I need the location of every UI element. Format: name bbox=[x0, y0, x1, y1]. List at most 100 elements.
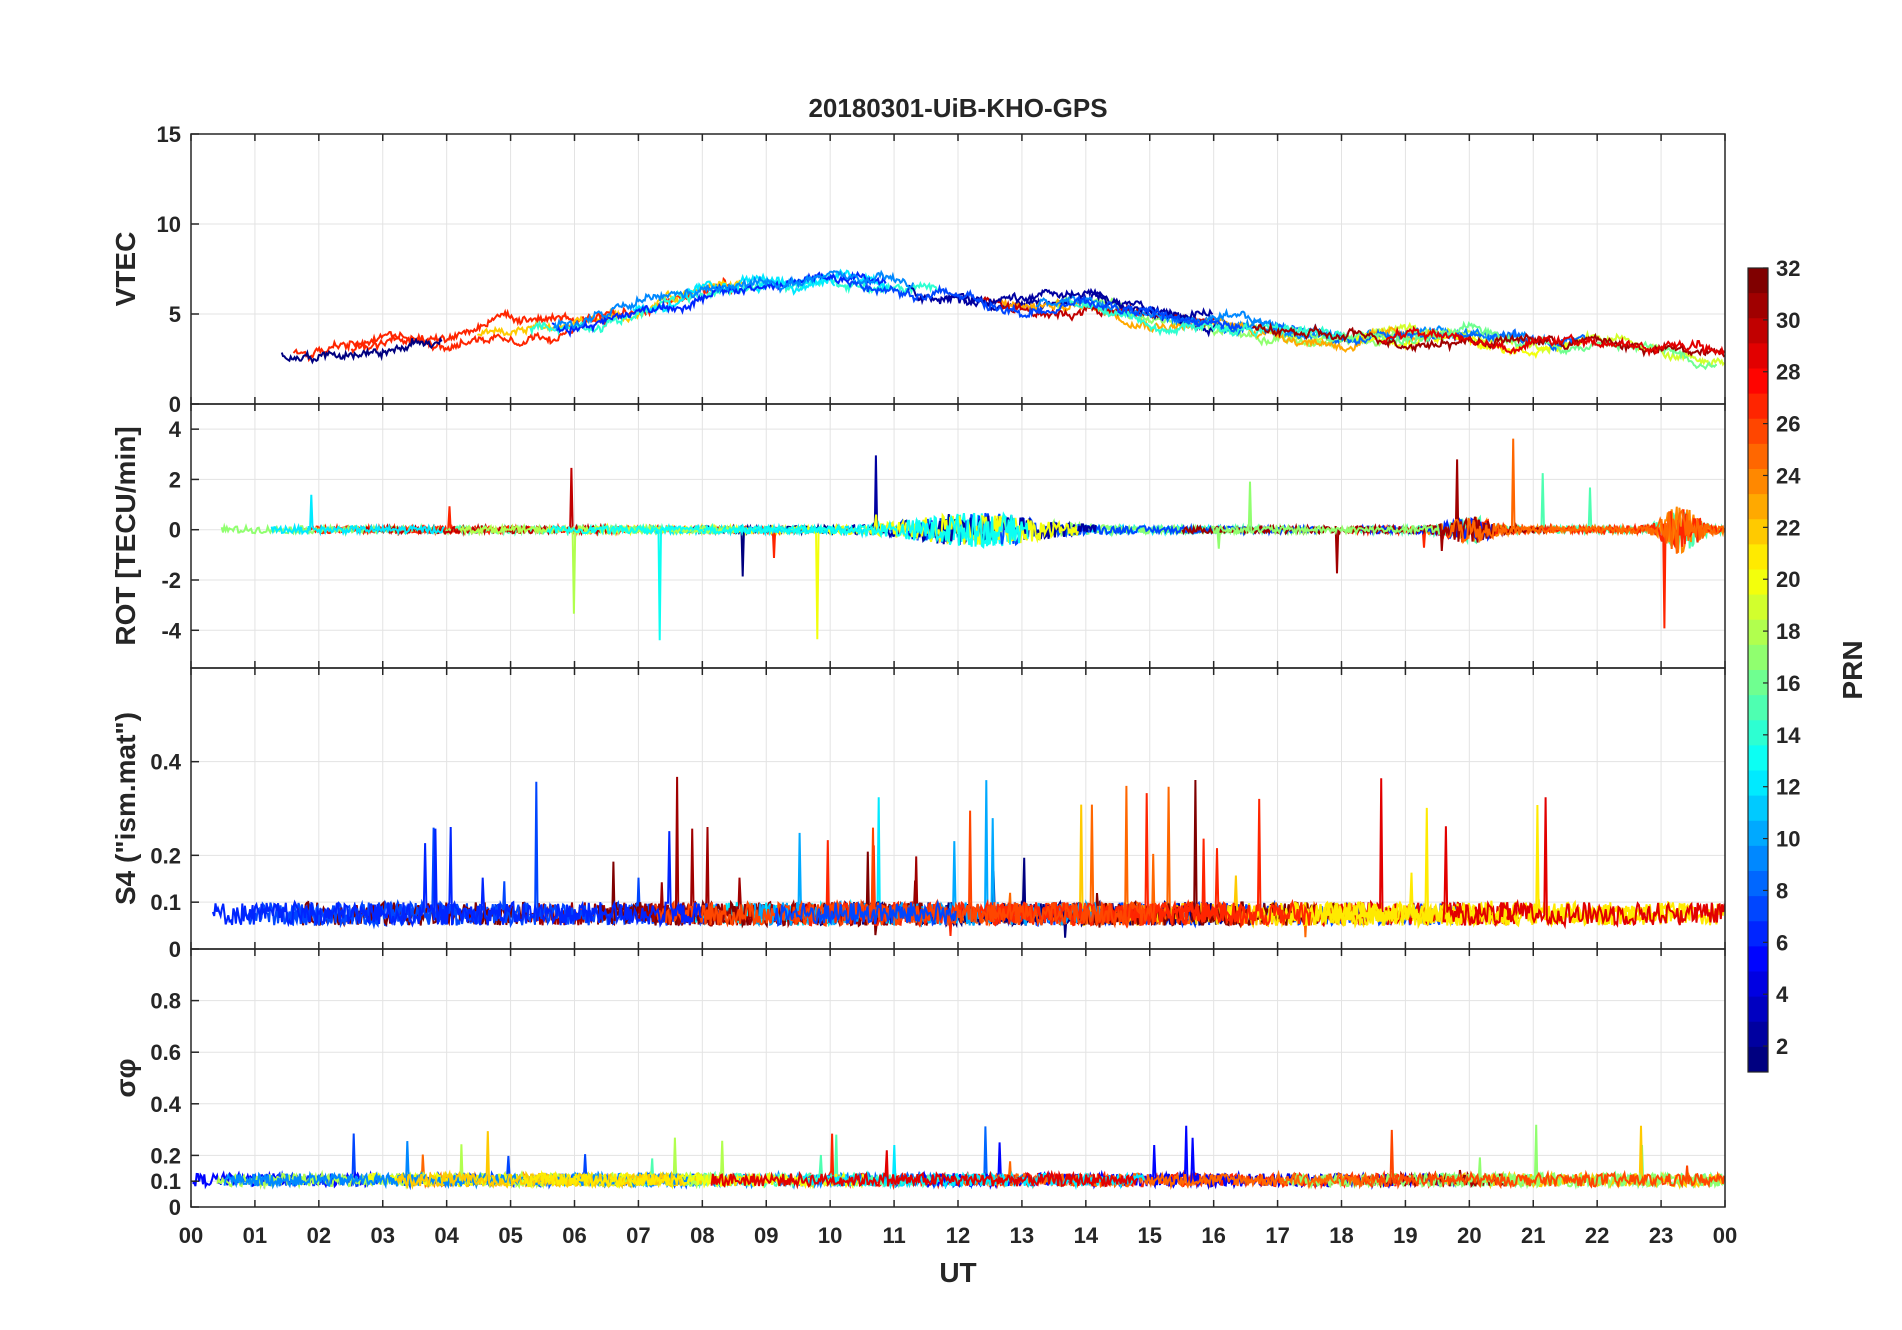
y-axis-label: σφ bbox=[110, 1058, 141, 1097]
series-line-prn-27 bbox=[292, 308, 616, 363]
colorbar-label: PRN bbox=[1837, 640, 1868, 699]
series-group bbox=[280, 268, 1725, 371]
y-tick-label: 0.1 bbox=[150, 1169, 181, 1194]
colorbar-segment bbox=[1748, 820, 1768, 847]
y-tick-label: 4 bbox=[169, 417, 182, 442]
colorbar-tick-label: 14 bbox=[1776, 723, 1801, 748]
series-line-prn-26 bbox=[1347, 1129, 1725, 1190]
series-line-prn-7 bbox=[846, 279, 1242, 331]
y-tick-label: 10 bbox=[157, 212, 181, 237]
colorbar-segment bbox=[1748, 469, 1768, 495]
colorbar-segment bbox=[1748, 293, 1768, 319]
series-line-prn-12 bbox=[270, 494, 445, 537]
colorbar-segment bbox=[1748, 418, 1768, 445]
panel-1: 0 5 10 15 VTEC bbox=[110, 122, 1726, 417]
y-tick-label: -4 bbox=[161, 618, 181, 643]
series-line-prn-18 bbox=[459, 522, 735, 614]
colorbar-segment bbox=[1748, 644, 1768, 671]
x-tick-label: 23 bbox=[1649, 1223, 1673, 1248]
x-tick-label: 20 bbox=[1457, 1223, 1481, 1248]
x-tick-label: 04 bbox=[434, 1223, 459, 1248]
y-tick-label: 0 bbox=[169, 392, 181, 417]
x-tick-label: 00 bbox=[179, 1223, 203, 1248]
x-tick-label: 06 bbox=[562, 1223, 586, 1248]
colorbar-segment bbox=[1748, 770, 1768, 797]
x-tick-label: 01 bbox=[243, 1223, 267, 1248]
colorbar-segment bbox=[1748, 946, 1768, 972]
y-tick-label: 15 bbox=[157, 122, 181, 147]
y-tick-label: -2 bbox=[161, 568, 181, 593]
y-tick-label: 0.2 bbox=[150, 843, 181, 868]
x-tick-label: 08 bbox=[690, 1223, 714, 1248]
x-tick-label: 19 bbox=[1393, 1223, 1417, 1248]
x-tick-label: 22 bbox=[1585, 1223, 1609, 1248]
series-line-prn-25 bbox=[1447, 438, 1725, 554]
series-line-prn-29 bbox=[710, 1150, 1138, 1190]
series-group bbox=[211, 776, 1725, 938]
colorbar-tick-label: 26 bbox=[1776, 412, 1800, 437]
colorbar-segment bbox=[1748, 1021, 1768, 1048]
series-line-prn-14 bbox=[529, 273, 938, 337]
colorbar-segment bbox=[1748, 519, 1768, 545]
y-axis-label: S4 ("ism.mat") bbox=[110, 712, 141, 905]
x-tick-label: 05 bbox=[498, 1223, 522, 1248]
y-tick-label: 0.1 bbox=[150, 890, 181, 915]
colorbar-segment bbox=[1748, 268, 1768, 294]
x-tick-label: 13 bbox=[1010, 1223, 1034, 1248]
x-tick-label: 09 bbox=[754, 1223, 778, 1248]
colorbar-tick-label: 12 bbox=[1776, 775, 1800, 800]
series-line-prn-6 bbox=[211, 826, 703, 928]
x-tick-label: 15 bbox=[1138, 1223, 1162, 1248]
series-line-prn-26 bbox=[654, 810, 1157, 929]
colorbar-tick-label: 6 bbox=[1776, 930, 1788, 955]
series-line-prn-17 bbox=[1051, 517, 1311, 549]
colorbar-segment bbox=[1748, 443, 1768, 470]
x-tick-label: 17 bbox=[1265, 1223, 1289, 1248]
series-line-prn-31 bbox=[1181, 459, 1547, 574]
colorbar-segment bbox=[1748, 871, 1768, 897]
colorbar-segment bbox=[1748, 1046, 1768, 1073]
series-line-prn-1 bbox=[280, 336, 443, 365]
colorbar-tick-label: 22 bbox=[1776, 515, 1800, 540]
colorbar-tick-label: 4 bbox=[1776, 982, 1789, 1007]
x-tick-label: 07 bbox=[626, 1223, 650, 1248]
x-axis: 00 01 02 03 04 05 06 07 08 09 10 11 12 13 14 15 16 17 18 19… bbox=[179, 1223, 1737, 1248]
colorbar-tick-label: 24 bbox=[1776, 463, 1801, 488]
series-line-prn-17 bbox=[220, 522, 455, 538]
y-tick-label: 0.6 bbox=[150, 1040, 181, 1065]
series-line-prn-21 bbox=[522, 1171, 686, 1190]
colorbar-segment bbox=[1748, 996, 1768, 1023]
colorbar-segment bbox=[1748, 921, 1768, 947]
series-line-prn-29 bbox=[1442, 797, 1725, 930]
series-line-prn-9 bbox=[1204, 315, 1532, 344]
colorbar-segment bbox=[1748, 845, 1768, 872]
series-line-prn-13 bbox=[546, 511, 1029, 641]
x-tick-label: 03 bbox=[371, 1223, 395, 1248]
series-group bbox=[220, 438, 1725, 641]
colorbar-segment bbox=[1748, 368, 1768, 395]
y-tick-label: 0 bbox=[169, 937, 181, 962]
y-tick-label: 0 bbox=[169, 1195, 181, 1220]
colorbar-tick-label: 20 bbox=[1776, 567, 1800, 592]
colorbar-segment bbox=[1748, 670, 1768, 696]
y-tick-label: 0 bbox=[169, 518, 181, 543]
x-tick-label: 02 bbox=[307, 1223, 331, 1248]
x-tick-label: 12 bbox=[946, 1223, 970, 1248]
x-tick-label: 00 bbox=[1713, 1223, 1737, 1248]
colorbar-segment bbox=[1748, 720, 1768, 746]
y-tick-label: 0.4 bbox=[150, 1092, 181, 1117]
x-tick-label: 11 bbox=[882, 1223, 905, 1248]
colorbar-tick-label: 10 bbox=[1776, 827, 1800, 852]
y-tick-label: 0.4 bbox=[150, 750, 181, 775]
x-tick-label: 14 bbox=[1074, 1223, 1099, 1248]
series-line-prn-30 bbox=[982, 295, 1215, 328]
y-tick-label: 0.8 bbox=[150, 989, 181, 1014]
series-line-prn-30 bbox=[363, 467, 609, 537]
colorbar-segment bbox=[1748, 896, 1768, 922]
y-axis-label: ROT [TECU/min] bbox=[110, 426, 141, 645]
colorbar-segment bbox=[1748, 745, 1768, 771]
colorbar-segment bbox=[1748, 695, 1768, 721]
